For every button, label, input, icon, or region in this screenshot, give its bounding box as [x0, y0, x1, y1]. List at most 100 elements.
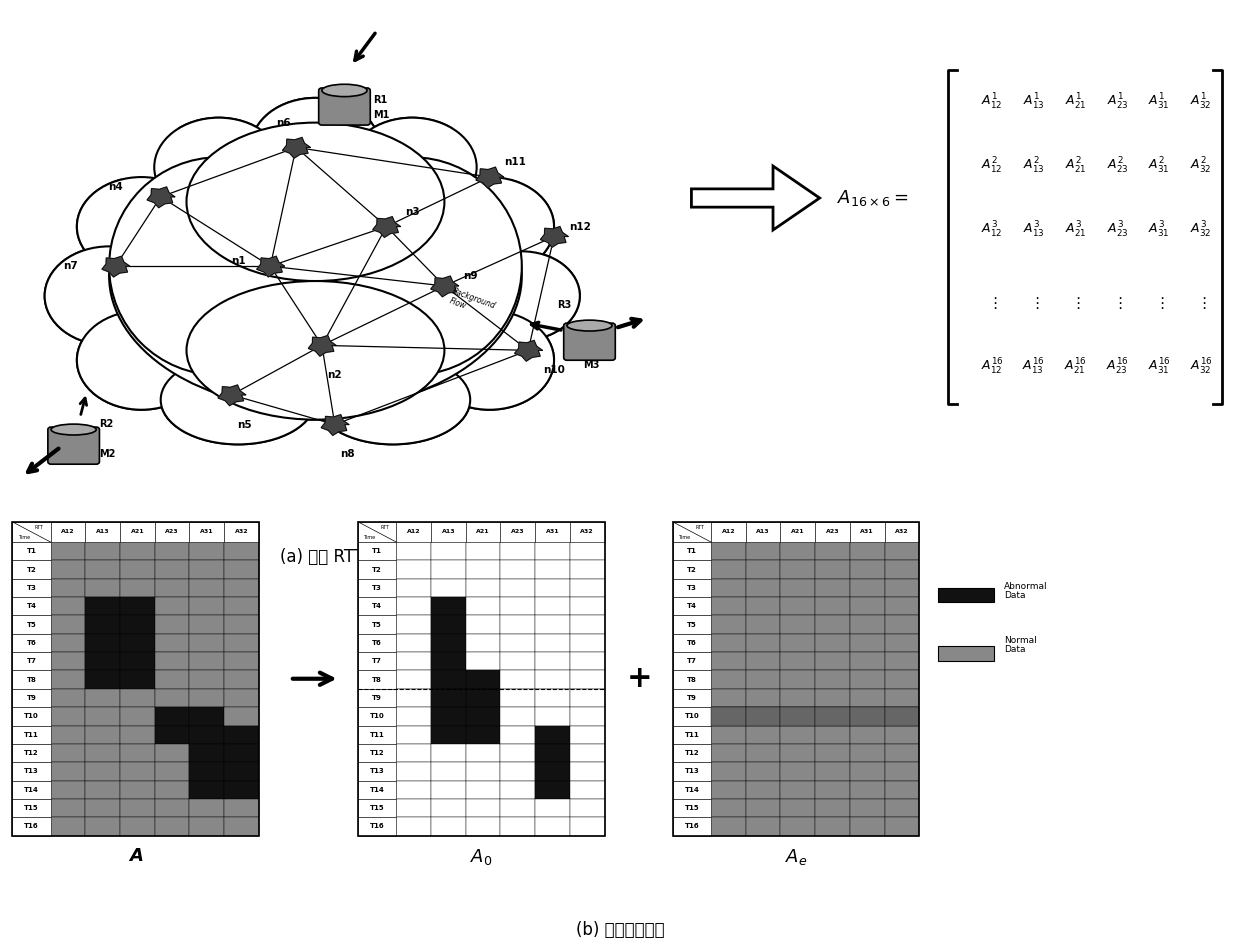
Ellipse shape [567, 320, 613, 331]
Bar [570, 522, 605, 542]
Bar [884, 707, 919, 725]
Bar [432, 634, 466, 652]
Text: T12: T12 [25, 750, 38, 756]
Bar [397, 670, 432, 689]
Bar [711, 652, 745, 670]
Bar [673, 522, 711, 542]
Text: T2: T2 [687, 566, 697, 572]
Ellipse shape [315, 355, 470, 445]
Bar [673, 615, 711, 634]
Bar [815, 542, 849, 561]
Text: T11: T11 [684, 732, 699, 738]
Bar [190, 707, 224, 725]
Text: Data: Data [1003, 645, 1025, 654]
Text: T1: T1 [372, 548, 382, 554]
Bar [884, 652, 919, 670]
Bar [711, 781, 745, 799]
Text: T6: T6 [372, 640, 382, 646]
Bar [673, 725, 711, 744]
Bar [12, 615, 51, 634]
Bar [432, 707, 466, 725]
Bar [745, 542, 780, 561]
Ellipse shape [303, 157, 522, 375]
Bar [12, 707, 51, 725]
Bar [432, 615, 466, 634]
Bar [155, 634, 190, 652]
Bar [884, 689, 919, 707]
Text: T1: T1 [687, 548, 697, 554]
Bar [397, 561, 432, 579]
Text: $A^{3}_{23}$: $A^{3}_{23}$ [1106, 220, 1128, 240]
Bar [536, 781, 570, 799]
Text: A23: A23 [826, 529, 839, 534]
Bar [155, 597, 190, 615]
Bar [358, 652, 397, 670]
Bar [745, 707, 780, 725]
Text: T16: T16 [370, 823, 384, 829]
Ellipse shape [303, 157, 522, 375]
Bar [501, 615, 536, 634]
Bar [358, 597, 397, 615]
Bar [466, 652, 501, 670]
Bar [780, 634, 815, 652]
Text: T13: T13 [684, 768, 699, 774]
Bar [155, 670, 190, 689]
Bar [501, 725, 536, 744]
Bar [815, 652, 849, 670]
Ellipse shape [154, 118, 283, 217]
Text: Background
Flow: Background Flow [448, 287, 497, 320]
Bar [51, 689, 86, 707]
Text: A: A [129, 846, 143, 864]
Text: n4: n4 [108, 182, 123, 192]
Polygon shape [541, 227, 568, 248]
Bar [711, 561, 745, 579]
Bar [120, 744, 155, 763]
Ellipse shape [77, 177, 206, 276]
Bar [86, 522, 120, 542]
Bar [120, 561, 155, 579]
Text: Abnormal: Abnormal [1003, 583, 1048, 591]
Text: A31: A31 [546, 529, 559, 534]
Text: Data: Data [1003, 591, 1025, 600]
Ellipse shape [347, 118, 476, 217]
Bar [501, 579, 536, 597]
Bar [780, 670, 815, 689]
Text: R2: R2 [99, 419, 114, 429]
Bar [570, 817, 605, 836]
Ellipse shape [425, 177, 554, 276]
Polygon shape [321, 415, 348, 435]
Text: T15: T15 [684, 805, 699, 811]
Text: RTT: RTT [696, 526, 704, 530]
Bar [224, 817, 259, 836]
Bar [120, 522, 155, 542]
Polygon shape [148, 187, 175, 208]
Text: n11: n11 [505, 157, 526, 168]
Bar [501, 763, 536, 781]
Bar [358, 615, 397, 634]
Bar [849, 744, 884, 763]
Bar [224, 561, 259, 579]
Bar [849, 615, 884, 634]
Bar [466, 799, 501, 817]
Text: A31: A31 [200, 529, 213, 534]
Bar [120, 652, 155, 670]
Bar [815, 689, 849, 707]
Bar [849, 579, 884, 597]
Bar [884, 579, 919, 597]
Bar [397, 744, 432, 763]
Text: RTT: RTT [35, 526, 43, 530]
Bar [466, 689, 501, 707]
Text: $A^{2}_{13}$: $A^{2}_{13}$ [1023, 156, 1044, 176]
Bar [501, 652, 536, 670]
Bar [849, 652, 884, 670]
Text: $A^{2}_{32}$: $A^{2}_{32}$ [1190, 156, 1211, 176]
Text: $\vdots$: $\vdots$ [1070, 295, 1081, 311]
Bar [745, 799, 780, 817]
Bar [432, 579, 466, 597]
Bar [86, 744, 120, 763]
Text: T7: T7 [687, 659, 697, 664]
Text: A32: A32 [895, 529, 909, 534]
Text: T6: T6 [687, 640, 697, 646]
Polygon shape [476, 168, 503, 188]
Bar [711, 744, 745, 763]
